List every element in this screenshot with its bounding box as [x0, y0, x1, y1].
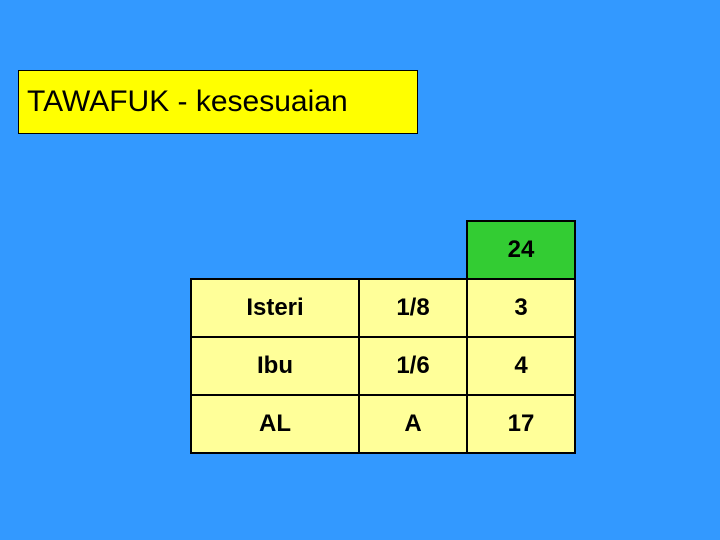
- empty-cell: [191, 221, 359, 279]
- row-label-cell: Isteri: [191, 279, 359, 337]
- row-value-cell: 4: [467, 337, 575, 395]
- row-label-cell: AL: [191, 395, 359, 453]
- row-value-cell: 3: [467, 279, 575, 337]
- row-value: 3: [514, 294, 527, 321]
- row-label: Ibu: [257, 352, 293, 379]
- table-row: Ibu 1/6 4: [191, 337, 575, 395]
- tawafuk-table: 24 Isteri 1/8 3 Ibu 1/6 4 AL A 17: [190, 220, 576, 454]
- row-value-cell: 17: [467, 395, 575, 453]
- header-total-cell: 24: [467, 221, 575, 279]
- slide-background: TAWAFUK - kesesuaian 24 Isteri 1/8 3 Ibu…: [0, 0, 720, 540]
- row-fraction-cell: 1/8: [359, 279, 467, 337]
- header-total-value: 24: [508, 236, 535, 263]
- row-value: 4: [514, 352, 527, 379]
- table-header-row: 24: [191, 221, 575, 279]
- row-fraction: A: [404, 410, 421, 437]
- title-text: TAWAFUK - kesesuaian: [27, 85, 348, 119]
- row-label: Isteri: [246, 294, 303, 321]
- row-label: AL: [259, 410, 291, 437]
- row-fraction: 1/6: [396, 352, 429, 379]
- row-fraction-cell: 1/6: [359, 337, 467, 395]
- empty-cell: [359, 221, 467, 279]
- row-fraction: 1/8: [396, 294, 429, 321]
- row-value: 17: [508, 410, 535, 437]
- row-label-cell: Ibu: [191, 337, 359, 395]
- row-fraction-cell: A: [359, 395, 467, 453]
- table-row: AL A 17: [191, 395, 575, 453]
- table-row: Isteri 1/8 3: [191, 279, 575, 337]
- title-box: TAWAFUK - kesesuaian: [18, 70, 418, 134]
